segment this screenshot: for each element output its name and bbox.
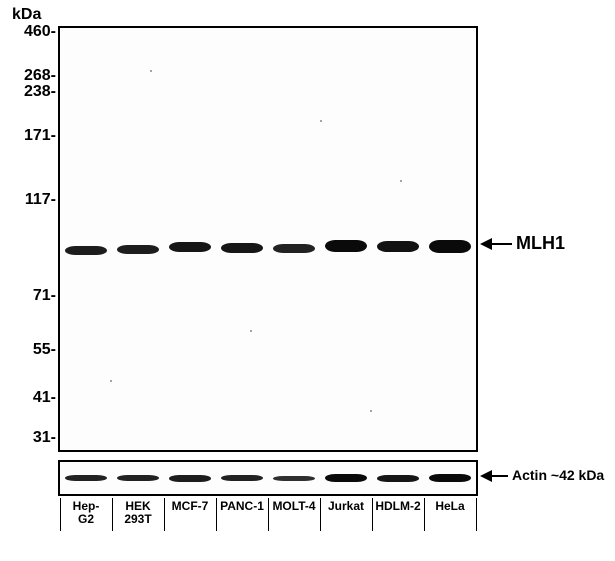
mw-marker-71: 71-: [33, 287, 56, 305]
noise-dot: [370, 410, 372, 412]
lane-label-molt4: MOLT-4: [268, 500, 320, 513]
actin-band-panc1: [221, 475, 263, 481]
western-blot-figure: kDa MLH1 Actin ~42 kDa 460-268-238-171-1…: [0, 0, 615, 561]
actin-arrow-text: Actin ~42 kDa: [512, 467, 604, 483]
main-blot-membrane: [58, 26, 478, 452]
actin-band-hela: [429, 474, 471, 482]
mw-marker-460: 460-: [24, 23, 56, 41]
lane-label-hdlm2: HDLM-2: [372, 500, 424, 513]
actin-band-mcf7: [169, 475, 211, 482]
actin-band-hepg2: [65, 475, 107, 481]
mw-marker-171: 171-: [24, 127, 56, 145]
mlh1-band-hela: [429, 240, 471, 253]
mw-marker-55: 55-: [33, 341, 56, 359]
lane-label-hela: HeLa: [424, 500, 476, 513]
mlh1-band-hdlm2: [377, 241, 419, 252]
noise-dot: [400, 180, 402, 182]
mlh1-band-molt4: [273, 244, 315, 253]
actin-band-hek293t: [117, 475, 159, 481]
noise-dot: [150, 70, 152, 72]
noise-dot: [250, 330, 252, 332]
mw-marker-117: 117-: [25, 191, 56, 209]
mlh1-band-panc1: [221, 243, 263, 253]
mlh1-arrow-text: MLH1: [516, 233, 565, 254]
actin-arrow-line: [488, 475, 508, 477]
lane-label-mcf7: MCF-7: [164, 500, 216, 513]
mw-marker-41: 41-: [33, 389, 56, 407]
actin-band-hdlm2: [377, 475, 419, 482]
noise-dot: [320, 120, 322, 122]
actin-band-jurkat: [325, 474, 367, 482]
actin-band-molt4: [273, 476, 315, 481]
mw-marker-31: 31-: [33, 429, 56, 447]
mw-marker-238: 238-: [24, 83, 56, 101]
mlh1-arrow-line: [488, 243, 512, 245]
lane-divider: [476, 498, 477, 531]
lane-label-hek293t: HEK293T: [112, 500, 164, 526]
kda-unit-label: kDa: [12, 6, 41, 24]
mlh1-band-mcf7: [169, 242, 211, 252]
mlh1-band-hepg2: [65, 246, 107, 255]
lane-label-jurkat: Jurkat: [320, 500, 372, 513]
noise-dot: [110, 380, 112, 382]
mlh1-band-jurkat: [325, 240, 367, 252]
lane-label-hepg2: Hep-G2: [60, 500, 112, 526]
mlh1-band-hek293t: [117, 245, 159, 254]
lane-label-panc1: PANC-1: [216, 500, 268, 513]
lane-divider: [60, 498, 61, 531]
